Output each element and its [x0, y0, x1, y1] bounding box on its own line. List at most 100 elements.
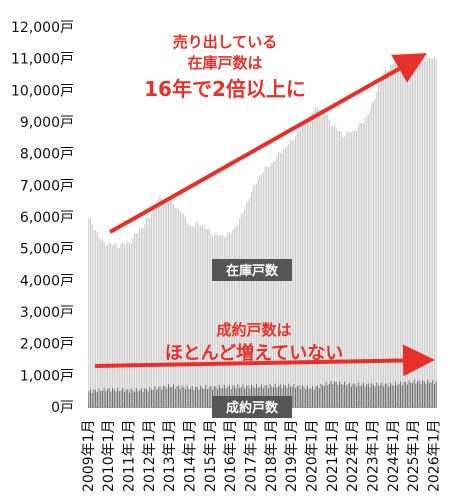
- inventory-bar: [235, 226, 237, 407]
- inventory-bar: [293, 140, 295, 407]
- x-tick-label: 2015年1月: [203, 419, 219, 492]
- inventory-bar: [117, 247, 119, 407]
- inventory-bar: [417, 56, 419, 408]
- inventory-bar: [237, 225, 239, 407]
- inventory-bar: [247, 200, 249, 407]
- inventory-bar: [240, 214, 242, 407]
- inventory-bar: [301, 122, 303, 408]
- inventory-bar: [203, 225, 205, 407]
- contract-bar: [164, 386, 166, 407]
- inventory-bar: [257, 178, 259, 407]
- contract-bar: [430, 382, 432, 407]
- inventory-bar: [323, 113, 325, 408]
- top-annotation-line-1: 売り出している: [173, 33, 278, 51]
- inventory-bar: [144, 224, 146, 407]
- contract-bar: [205, 385, 207, 407]
- inventory-bar: [389, 65, 391, 407]
- contract-bar: [410, 382, 412, 407]
- contract-bar: [176, 386, 178, 407]
- y-tick-label: 8,000戸: [20, 147, 74, 163]
- contract-bar: [250, 384, 252, 407]
- contract-bar: [423, 381, 425, 407]
- contract-bar: [203, 388, 205, 407]
- inventory-bar: [291, 140, 293, 407]
- x-tick-label: 2016年1月: [223, 419, 239, 492]
- contract-bar: [127, 389, 129, 407]
- contract-bar: [206, 389, 208, 407]
- inventory-bar: [369, 110, 371, 407]
- inventory-bar: [262, 172, 264, 407]
- contract-bar: [362, 382, 364, 407]
- inventory-bar: [222, 234, 224, 407]
- contract-bar: [149, 387, 151, 407]
- contract-bar: [144, 388, 146, 407]
- inventory-bar: [210, 233, 212, 407]
- contract-bar: [408, 380, 410, 407]
- inventory-bar: [339, 130, 341, 407]
- inventory-bar: [176, 207, 178, 407]
- contract-bar: [330, 380, 332, 407]
- inventory-bar: [212, 236, 214, 407]
- contract-bar: [371, 383, 373, 407]
- inventory-bar: [372, 101, 374, 408]
- y-tick-label: 2,000戸: [20, 337, 74, 353]
- inventory-bar: [410, 55, 412, 408]
- inventory-bar: [147, 217, 149, 407]
- contract-bar: [349, 382, 351, 407]
- inventory-bar: [366, 115, 368, 407]
- inventory-bar: [354, 130, 356, 408]
- inventory-bar: [415, 54, 417, 407]
- contract-bar: [400, 381, 402, 407]
- contract-bar: [184, 389, 186, 407]
- contract-bar: [291, 386, 293, 407]
- contract-bar: [300, 388, 302, 407]
- inventory-bar: [350, 132, 352, 407]
- inventory-bar: [213, 234, 215, 407]
- inventory-bar: [273, 161, 275, 407]
- inventory-bar: [361, 123, 363, 408]
- inventory-bar: [305, 122, 307, 408]
- contract-bar: [369, 387, 371, 407]
- top-annotation-emphasis: 16年で2倍以上に: [144, 77, 306, 101]
- contract-bar: [347, 384, 349, 407]
- inventory-bar: [130, 243, 132, 407]
- contract-bar: [283, 384, 285, 407]
- contract-bar: [256, 384, 258, 407]
- inventory-bar: [201, 224, 203, 407]
- inventory-bar: [379, 81, 381, 407]
- inventory-bar: [149, 218, 151, 407]
- inventory-bar: [422, 56, 424, 407]
- contract-bar: [108, 387, 110, 407]
- inventory-bar: [183, 213, 185, 407]
- contract-bar: [352, 383, 354, 407]
- inventory-bar: [400, 62, 402, 408]
- inventory-bar: [208, 228, 210, 407]
- contract-bar: [425, 383, 427, 407]
- contract-bar: [113, 389, 115, 407]
- contract-bar: [323, 386, 325, 407]
- contract-bar: [167, 384, 169, 407]
- contract-bar: [103, 387, 105, 407]
- contract-bar: [201, 387, 203, 407]
- inventory-bar: [245, 203, 247, 407]
- inventory-bar: [274, 160, 276, 407]
- contract-bar: [151, 389, 153, 407]
- contract-bar: [200, 385, 202, 407]
- contract-bar: [169, 387, 171, 407]
- inventory-bar: [195, 223, 197, 407]
- inventory-bar: [298, 130, 300, 407]
- contract-bar: [420, 383, 422, 407]
- inventory-bar: [378, 83, 380, 408]
- inventory-bar: [359, 122, 361, 407]
- contract-bar: [384, 383, 386, 407]
- contract-bar: [157, 387, 159, 407]
- inventory-bar: [173, 204, 175, 407]
- contract-bar: [188, 389, 190, 407]
- inventory-bar: [200, 226, 202, 407]
- contract-bar: [335, 381, 337, 407]
- inventory-bar: [317, 108, 319, 407]
- inventory-bar: [159, 195, 161, 407]
- contract-bar: [418, 380, 420, 407]
- inventory-bar: [254, 184, 256, 407]
- contract-bar: [139, 390, 141, 407]
